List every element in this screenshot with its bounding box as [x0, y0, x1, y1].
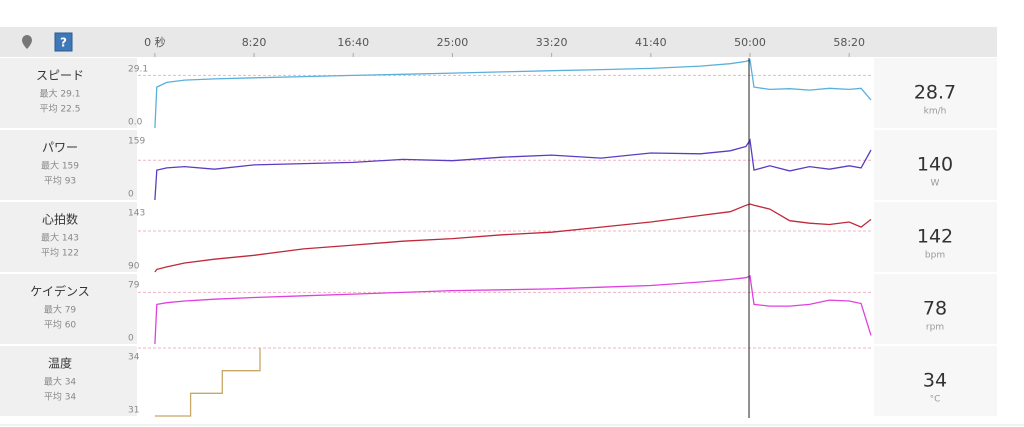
metric-name: スピード — [36, 69, 84, 83]
value-panel — [874, 130, 997, 200]
metric-avg: 平均 122 — [41, 247, 79, 259]
x-tick-label: 8:20 — [242, 36, 267, 49]
label-panel — [0, 274, 137, 344]
data-line — [154, 348, 261, 417]
current-value: 34 — [923, 370, 947, 392]
x-tick-label: 33:20 — [536, 36, 568, 49]
plot-panel — [138, 346, 873, 416]
current-unit: W — [931, 179, 940, 189]
value-panel — [874, 202, 997, 272]
data-line — [154, 138, 872, 201]
value-panel — [874, 274, 997, 344]
metric-max: 最大 29.1 — [40, 88, 81, 100]
metric-avg: 平均 22.5 — [40, 103, 81, 115]
header-bar — [0, 27, 997, 57]
map-button[interactable] — [12, 31, 42, 53]
value-panel — [874, 58, 997, 128]
label-panel — [0, 58, 137, 128]
y-tick-label: 29.1 — [128, 65, 148, 75]
label-panel — [0, 130, 137, 200]
current-value: 142 — [917, 226, 953, 248]
value-panel — [874, 346, 997, 416]
metric-avg: 平均 34 — [44, 391, 77, 403]
x-tick-label: 58:20 — [833, 36, 865, 49]
metric-max: 最大 34 — [44, 376, 77, 388]
y-tick-label: 34 — [128, 353, 140, 363]
current-value: 78 — [923, 298, 947, 320]
y-tick-label: 0 — [128, 334, 134, 344]
x-tick-label: 16:40 — [337, 36, 369, 49]
x-tick-label: 25:00 — [437, 36, 469, 49]
data-line — [154, 275, 872, 345]
y-tick-label: 79 — [128, 281, 140, 291]
x-tick-label: 50:00 — [734, 36, 766, 49]
plot-panel — [138, 58, 873, 128]
metric-name: 心拍数 — [42, 212, 78, 227]
current-unit: bpm — [925, 251, 945, 261]
metric-name: ケイデンス — [30, 284, 90, 299]
svg-text:?: ? — [60, 36, 67, 50]
help-button[interactable]: ? — [54, 32, 73, 52]
plot-panel — [138, 202, 873, 272]
y-tick-label: 143 — [128, 209, 145, 219]
current-unit: km/h — [924, 107, 947, 117]
current-unit: rpm — [926, 323, 944, 333]
metric-name: 温度 — [48, 356, 72, 371]
metric-max: 最大 143 — [41, 232, 79, 244]
x-tick-label: 0 秒 — [144, 35, 166, 49]
data-line — [154, 203, 872, 273]
metric-name: パワー — [42, 141, 78, 155]
metric-avg: 平均 60 — [44, 319, 77, 331]
y-tick-label: 31 — [128, 406, 139, 416]
metric-max: 最大 159 — [41, 160, 79, 172]
y-tick-label: 90 — [128, 262, 140, 272]
label-panel — [0, 346, 137, 416]
current-value: 28.7 — [914, 82, 956, 104]
plot-panel — [138, 274, 873, 344]
y-tick-label: 159 — [128, 137, 145, 147]
y-tick-label: 0.0 — [128, 118, 143, 128]
current-unit: °C — [930, 395, 941, 405]
x-tick-label: 41:40 — [635, 36, 667, 49]
current-value: 140 — [917, 154, 953, 176]
data-line — [154, 59, 872, 129]
label-panel — [0, 202, 137, 272]
metric-max: 最大 79 — [44, 304, 77, 316]
metric-avg: 平均 93 — [44, 175, 76, 187]
y-tick-label: 0 — [128, 190, 134, 200]
